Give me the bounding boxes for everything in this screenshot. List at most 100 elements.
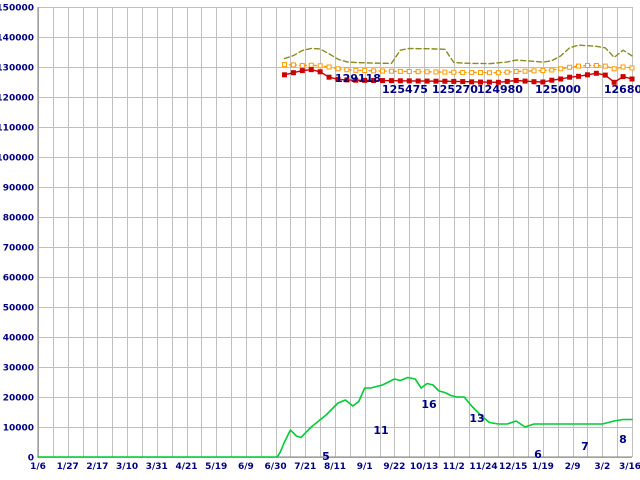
series-marker	[371, 78, 377, 83]
series-line	[37, 376, 633, 458]
y-tick-label: 70000	[3, 244, 34, 254]
series-marker	[335, 76, 341, 82]
series-marker	[344, 77, 350, 83]
series-marker	[602, 72, 608, 78]
y-tick-label: 10000	[3, 424, 34, 434]
series-marker	[495, 79, 501, 85]
x-tick-label: 11/24	[469, 462, 497, 472]
series-marker	[567, 74, 573, 80]
series-lower-darkred	[282, 67, 635, 85]
y-tick-label: 80000	[3, 214, 34, 224]
series-marker	[397, 68, 403, 74]
series-marker	[415, 78, 421, 84]
series-marker	[576, 63, 582, 69]
data-point-label: 125270	[432, 83, 478, 96]
series-marker	[442, 78, 448, 84]
series-lower-green	[37, 376, 633, 458]
green-data-label: 16	[421, 398, 437, 411]
series-marker	[513, 69, 519, 74]
x-tick-label: 5/19	[205, 462, 227, 472]
series-marker	[362, 77, 368, 83]
series-marker	[486, 79, 492, 85]
x-tick-label: 1/27	[57, 462, 79, 472]
series-marker	[406, 69, 412, 74]
series-marker	[397, 78, 403, 84]
x-tick-label: 3/16	[619, 462, 640, 472]
y-tick-label: 120000	[0, 94, 34, 104]
series-marker	[629, 65, 635, 71]
x-tick-label: 3/2	[594, 462, 610, 472]
series-marker	[602, 63, 608, 69]
series-marker	[478, 79, 484, 85]
series-upper-olive	[283, 44, 633, 65]
data-series-layer	[37, 44, 635, 458]
y-tick-label: 60000	[3, 274, 34, 284]
y-tick-label: 50000	[3, 304, 34, 314]
x-tick-label: 4/21	[175, 462, 197, 472]
x-tick-label: 3/10	[116, 462, 138, 472]
series-marker	[433, 69, 439, 75]
x-tick-label: 1/19	[532, 462, 554, 472]
y-tick-label: 130000	[0, 64, 34, 74]
series-marker	[424, 69, 430, 75]
series-marker	[460, 69, 466, 75]
series-marker	[317, 63, 323, 69]
series-marker	[290, 62, 296, 68]
series-marker	[584, 63, 590, 68]
x-tick-label: 2/9	[565, 462, 581, 472]
series-marker	[308, 62, 314, 68]
x-tick-label: 6/30	[265, 462, 287, 472]
series-middle-orange	[282, 62, 635, 76]
series-line	[283, 63, 633, 74]
series-marker	[522, 78, 528, 84]
series-marker	[326, 74, 332, 80]
series-marker	[620, 74, 626, 80]
y-axis-tick-labels: 1500001400001300001200001100001000009000…	[0, 4, 34, 464]
data-point-label: 125475	[382, 83, 428, 96]
series-marker	[549, 77, 555, 83]
green-data-label: 13	[469, 412, 484, 425]
series-marker	[522, 68, 528, 74]
green-data-label: 5	[322, 450, 330, 463]
green-series-labels: 5 11 16 13 6 7 8	[322, 398, 627, 463]
series-marker	[593, 63, 599, 68]
series-marker	[611, 66, 617, 72]
x-tick-label: 9/1	[357, 462, 373, 472]
series-marker	[290, 70, 296, 76]
x-tick-label: 7/21	[294, 462, 316, 472]
series-marker	[362, 68, 368, 74]
series-marker	[353, 77, 359, 83]
series-marker	[576, 73, 582, 79]
series-marker	[388, 68, 394, 74]
x-tick-label: 6/9	[238, 462, 254, 472]
series-marker	[317, 69, 323, 75]
y-tick-label: 110000	[0, 124, 34, 134]
x-tick-label: 2/17	[86, 462, 108, 472]
series-marker	[344, 67, 350, 73]
series-marker	[326, 64, 332, 70]
series-line	[283, 68, 633, 83]
series-marker	[620, 64, 626, 70]
series-marker	[299, 63, 305, 68]
series-marker	[380, 78, 386, 84]
x-tick-label: 8/11	[324, 462, 346, 472]
series-marker	[388, 78, 394, 84]
series-marker	[308, 67, 314, 73]
y-tick-label: 0	[28, 454, 34, 464]
series-marker	[531, 68, 537, 74]
series-marker	[540, 68, 546, 74]
series-marker	[371, 68, 377, 74]
y-tick-label: 90000	[3, 184, 34, 194]
green-data-label: 7	[581, 440, 589, 453]
data-point-label: 12680	[604, 83, 640, 96]
x-tick-label: 12/15	[499, 462, 527, 472]
series-marker	[558, 66, 564, 72]
series-marker	[486, 70, 492, 76]
series-marker	[567, 64, 573, 70]
series-marker	[495, 70, 501, 76]
series-marker	[558, 76, 564, 82]
series-marker	[504, 78, 510, 84]
